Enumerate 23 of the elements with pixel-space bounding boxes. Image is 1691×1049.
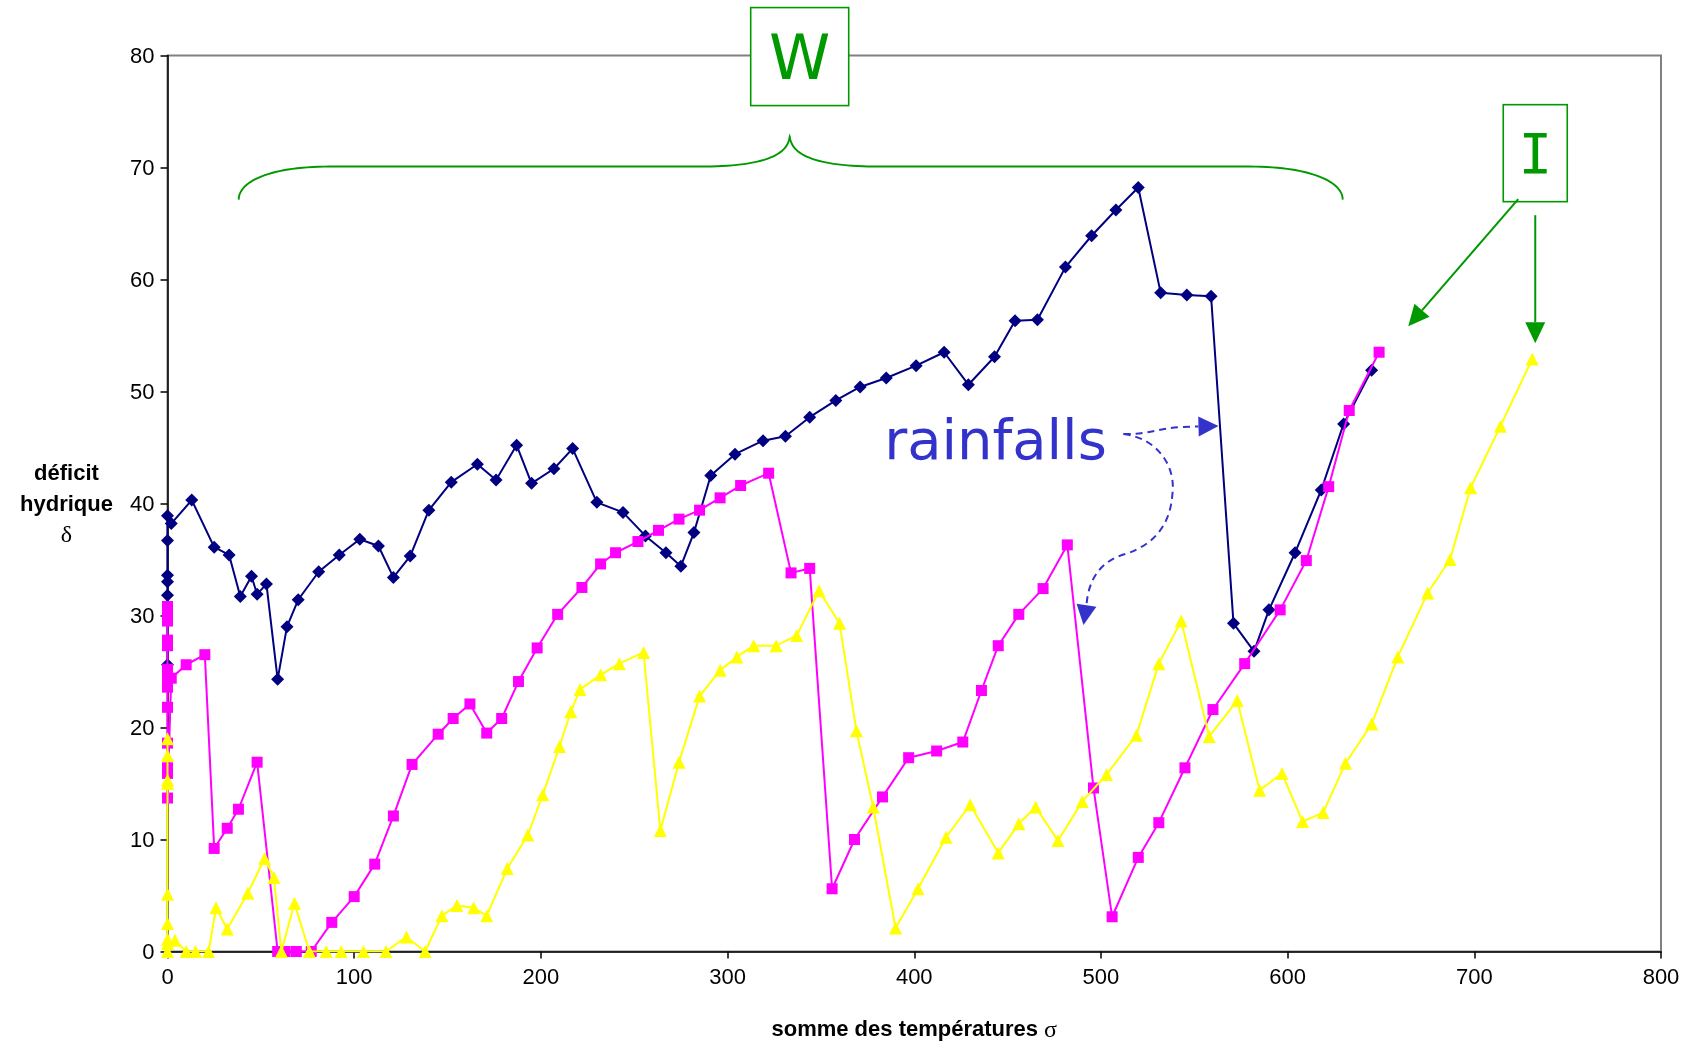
- y-tick-label: 10: [130, 826, 155, 852]
- y-tick-label: 80: [130, 42, 155, 68]
- x-tick-label: 700: [1455, 964, 1493, 989]
- annotation: rainfalls: [884, 406, 1107, 472]
- x-tick-label: 400: [895, 964, 933, 989]
- y-tick-label: 60: [130, 266, 155, 292]
- y-axis-title: déficit hydrique δ: [20, 459, 113, 548]
- x-tick-label: 300: [709, 964, 746, 989]
- x-tick-label: 100: [335, 964, 373, 989]
- x-axis-title: somme des températures σ: [771, 1015, 1058, 1042]
- x-tick-label: 600: [1269, 964, 1306, 989]
- annotation: I: [1518, 120, 1553, 186]
- annotation: W: [769, 20, 831, 94]
- y-tick-label: 50: [130, 378, 155, 404]
- y-tick-label: 30: [130, 602, 155, 628]
- x-tick-label: 800: [1642, 964, 1680, 989]
- y-tick-label: 0: [142, 939, 155, 964]
- y-tick-label: 40: [130, 490, 155, 516]
- x-tick-label: 0: [161, 964, 174, 989]
- y-tick-label: 20: [130, 714, 155, 740]
- x-tick-label: 200: [522, 964, 560, 989]
- x-tick-label: 500: [1082, 964, 1120, 989]
- y-tick-label: 70: [130, 154, 155, 180]
